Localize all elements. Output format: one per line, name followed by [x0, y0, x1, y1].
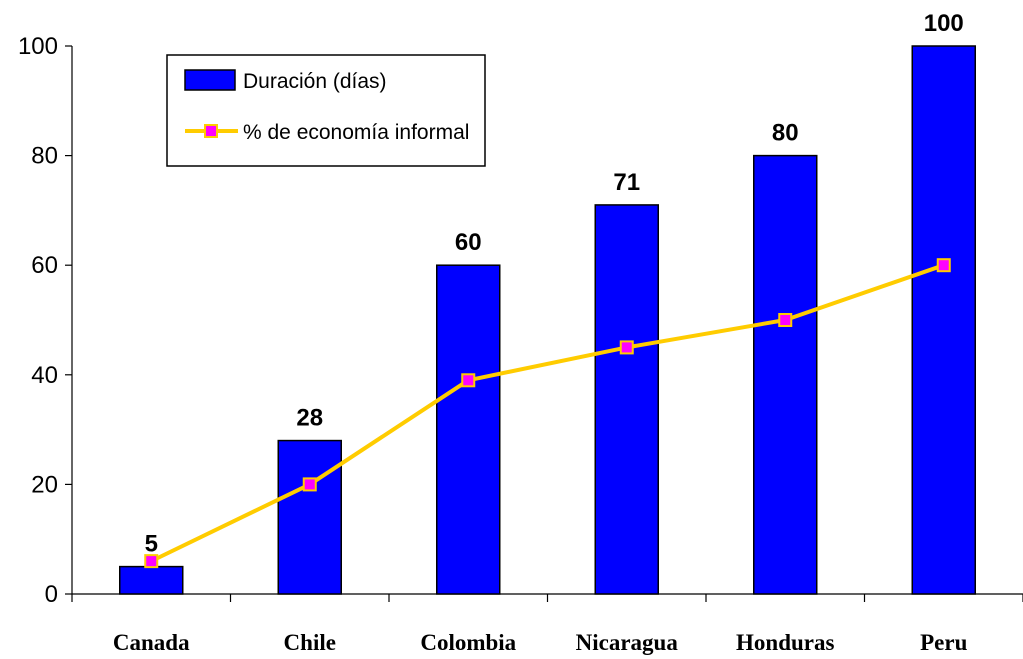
bar: [436, 264, 501, 595]
legend-swatch-bar: [184, 69, 236, 91]
bar-data-label: 80: [772, 120, 799, 147]
line-point: [778, 313, 793, 327]
y-tick-label: 100: [18, 33, 58, 60]
legend-label-bar: Duración (días): [243, 70, 387, 93]
bar: [594, 204, 659, 595]
bar-data-label: 71: [613, 169, 640, 196]
bar: [911, 45, 976, 595]
x-tick-label: Canada: [113, 630, 190, 655]
bar: [753, 154, 818, 595]
x-tick-label: Honduras: [736, 630, 834, 655]
legend-label-line: % de economía informal: [243, 121, 469, 144]
x-tick-label: Colombia: [420, 630, 516, 655]
line-point: [302, 477, 317, 492]
line-point: [461, 373, 476, 388]
bar-series: [119, 45, 976, 595]
bar-data-label: 60: [455, 229, 482, 256]
x-tick-label: Nicaragua: [576, 630, 679, 655]
bar-data-label: 28: [296, 405, 323, 432]
bar: [119, 565, 184, 595]
bar-data-label: 100: [924, 10, 964, 37]
y-tick-label: 40: [31, 362, 58, 389]
line-point: [936, 258, 951, 273]
x-tick-label: Peru: [920, 630, 967, 655]
y-tick-label: 0: [45, 581, 58, 608]
y-tick-label: 20: [31, 471, 58, 498]
line-point: [144, 554, 159, 569]
legend: Duración (días) % de economía informal: [166, 54, 486, 167]
y-tick-label: 60: [31, 252, 58, 279]
bar-data-label: 5: [145, 531, 158, 558]
axes: 0 20 40 60 80 100 Canada Chile Colombia Nicaragua…: [18, 33, 1023, 655]
y-tick-label: 80: [31, 143, 58, 170]
line-point: [619, 340, 634, 355]
x-tick-label: Chile: [284, 630, 336, 655]
bar: [277, 439, 342, 595]
line-path: [150, 263, 945, 563]
line-series: [144, 258, 951, 569]
data-labels: 5 28 60 71 80 100: [145, 10, 964, 558]
legend-marker-icon: [204, 124, 218, 138]
